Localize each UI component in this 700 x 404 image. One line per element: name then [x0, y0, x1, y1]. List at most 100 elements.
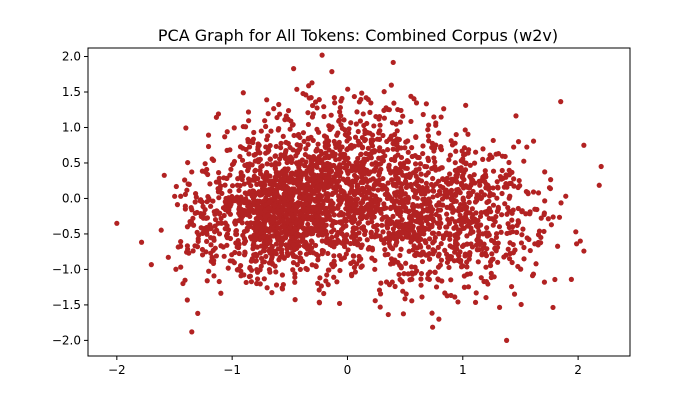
scatter-point	[258, 180, 264, 187]
scatter-point	[207, 181, 213, 187]
scatter-point	[308, 95, 314, 101]
scatter-point	[376, 114, 383, 120]
scatter-point	[375, 187, 381, 193]
scatter-point	[175, 244, 181, 250]
scatter-point	[182, 177, 188, 183]
scatter-point	[398, 145, 404, 151]
scatter-point	[354, 160, 360, 166]
scatter-point	[300, 258, 306, 265]
scatter-point	[314, 217, 320, 224]
scatter-point	[453, 148, 459, 154]
scatter-point	[229, 183, 236, 189]
scatter-point	[288, 222, 294, 228]
scatter-point	[381, 89, 387, 95]
scatter-point	[438, 114, 444, 120]
scatter-point	[357, 167, 363, 174]
scatter-point	[482, 168, 488, 174]
scatter-point	[259, 223, 265, 230]
scatter-point	[237, 201, 243, 207]
scatter-point	[377, 291, 384, 297]
scatter-point	[251, 232, 257, 238]
scatter-point	[272, 153, 279, 159]
scatter-point	[331, 262, 338, 268]
scatter-point	[325, 191, 331, 197]
scatter-point	[369, 247, 376, 253]
scatter-point	[271, 106, 277, 112]
scatter-point	[240, 173, 246, 179]
y-tick-label: 0.5	[62, 156, 81, 170]
scatter-point	[366, 208, 372, 214]
y-tick-label: 1.5	[62, 85, 81, 99]
scatter-point	[355, 128, 361, 135]
scatter-point	[400, 113, 406, 119]
scatter-point	[487, 262, 494, 269]
scatter-point	[476, 246, 482, 253]
scatter-point	[236, 210, 242, 216]
scatter-point	[232, 249, 238, 256]
scatter-point	[321, 290, 327, 297]
scatter-point	[212, 216, 219, 223]
scatter-point	[470, 177, 476, 183]
scatter-point	[202, 161, 208, 167]
scatter-point	[548, 222, 554, 228]
scatter-point	[272, 160, 279, 166]
scatter-point	[380, 229, 386, 235]
scatter-point	[280, 195, 286, 201]
scatter-point	[337, 104, 343, 111]
scatter-point	[404, 157, 410, 164]
scatter-point	[338, 164, 344, 171]
scatter-point	[347, 195, 353, 201]
scatter-point	[278, 140, 284, 146]
scatter-point	[278, 145, 284, 151]
scatter-point	[530, 189, 537, 195]
scatter-point	[502, 153, 508, 160]
scatter-point	[507, 193, 513, 199]
scatter-point	[290, 267, 296, 273]
scatter-point	[505, 246, 511, 252]
scatter-point	[383, 205, 389, 211]
scatter-point	[300, 90, 306, 97]
scatter-point	[224, 129, 230, 135]
scatter-point	[336, 300, 343, 307]
scatter-point	[289, 235, 295, 241]
scatter-point	[392, 283, 398, 290]
scatter-point	[431, 114, 437, 120]
scatter-point	[257, 281, 263, 287]
scatter-point	[479, 250, 485, 257]
scatter-point	[364, 237, 370, 243]
scatter-point	[432, 269, 438, 275]
scatter-point	[396, 271, 402, 278]
scatter-point	[338, 169, 344, 176]
scatter-point	[363, 189, 369, 196]
scatter-point	[178, 193, 184, 199]
scatter-point	[328, 112, 334, 118]
scatter-point	[247, 273, 254, 279]
scatter-point	[363, 204, 369, 210]
scatter-point	[447, 152, 453, 158]
scatter-point	[221, 253, 227, 259]
scatter-point	[309, 262, 315, 268]
scatter-point	[356, 190, 362, 196]
scatter-point	[282, 207, 288, 213]
scatter-point	[254, 267, 260, 273]
scatter-point	[319, 52, 325, 58]
scatter-point	[372, 148, 378, 154]
scatter-point	[274, 114, 280, 121]
scatter-point	[459, 148, 465, 154]
scatter-point	[300, 130, 307, 136]
scatter-point	[496, 304, 503, 310]
scatter-point	[280, 133, 286, 139]
scatter-point	[184, 297, 190, 303]
scatter-point	[406, 248, 412, 254]
scatter-point	[442, 232, 449, 238]
scatter-point	[321, 162, 328, 168]
scatter-point	[263, 150, 269, 156]
scatter-point	[467, 210, 473, 216]
scatter-point	[199, 246, 206, 253]
scatter-point	[275, 230, 281, 236]
scatter-point	[329, 234, 335, 240]
scatter-point	[365, 96, 371, 103]
scatter-point	[448, 203, 454, 209]
scatter-point	[250, 242, 256, 248]
scatter-point	[519, 232, 525, 238]
